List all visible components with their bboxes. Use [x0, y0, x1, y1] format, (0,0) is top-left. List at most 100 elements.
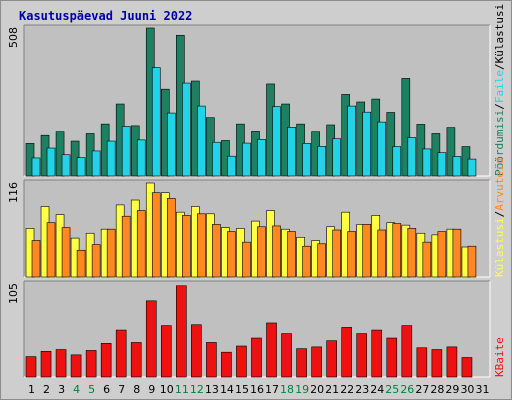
bar-faile-day-11 — [182, 82, 191, 177]
bar-arvuteid-day-4 — [76, 249, 86, 278]
x-tick-label: 1 — [28, 383, 35, 396]
bar-arvuteid-day-3 — [61, 227, 71, 278]
bar-kbaite-day-16 — [251, 337, 262, 378]
bar-kbaite-day-13 — [206, 342, 217, 378]
x-tick-label: 15 — [235, 383, 249, 396]
bar-faile-day-21 — [332, 138, 341, 177]
x-tick-label: 22 — [340, 383, 354, 396]
x-tick-label: 19 — [295, 383, 309, 396]
bar-arvuteid-day-5 — [91, 244, 101, 278]
bar-kbaite-day-9 — [145, 300, 157, 378]
bar-faile-day-8 — [136, 139, 146, 177]
legend-separator: / — [493, 211, 506, 218]
bar-arvuteid-day-12 — [197, 213, 206, 278]
x-tick-label: 14 — [220, 383, 234, 396]
bar-faile-day-22 — [347, 105, 356, 177]
x-tick-label: 30 — [460, 383, 474, 396]
bar-arvuteid-day-28 — [437, 231, 447, 278]
bar-faile-day-15 — [242, 142, 251, 177]
bar-kbaite-day-24 — [371, 329, 383, 378]
bar-pöördumisi-day-3 — [55, 131, 65, 177]
bar-arvuteid-day-22 — [347, 231, 356, 278]
bar-faile-day-4 — [76, 157, 86, 177]
x-tick-label: 3 — [58, 383, 65, 396]
bar-faile-day-23 — [362, 111, 372, 177]
bar-faile-day-20 — [317, 145, 326, 177]
x-tick-label: 21 — [325, 383, 339, 396]
bar-faile-day-24 — [377, 121, 387, 177]
bar-kbaite-day-14 — [221, 351, 232, 378]
bar-faile-day-7 — [121, 126, 131, 177]
x-tick-label: 27 — [415, 383, 429, 396]
x-tick-label: 6 — [103, 383, 110, 396]
bar-kbaite-day-19 — [296, 348, 307, 378]
bar-kbaite-day-12 — [191, 324, 202, 378]
panel-visits-ymax-label: 116 — [7, 182, 20, 203]
bar-kbaite-day-29 — [446, 346, 458, 378]
bar-faile-day-26 — [407, 137, 417, 177]
chart-title: Kasutuspäevad Juuni 2022 — [19, 9, 193, 23]
bar-kbaite-day-28 — [431, 349, 443, 378]
bar-kbaite-day-27 — [416, 347, 428, 378]
bar-arvuteid-day-27 — [422, 241, 432, 278]
bar-pöördumisi-day-26 — [401, 78, 411, 177]
panel-kbytes-ymax-label: 105 — [7, 283, 20, 304]
bar-kbaite-day-17 — [266, 322, 277, 378]
bar-kbaite-day-25 — [386, 337, 398, 378]
bar-arvuteid-day-29 — [452, 228, 462, 278]
x-tick-label: 4 — [73, 383, 80, 396]
x-tick-label: 9 — [148, 383, 155, 396]
panel-kbytes-legend: KBaite — [493, 337, 506, 377]
bar-faile-day-25 — [392, 146, 402, 177]
legend-separator: / — [493, 63, 506, 70]
panel-visits-legend: Külastusi/Arvuteid — [493, 158, 506, 277]
bar-faile-day-16 — [257, 138, 266, 177]
legend-kbaite: KBaite — [493, 337, 506, 377]
bar-arvuteid-day-14 — [227, 231, 236, 278]
bar-faile-day-17 — [272, 106, 281, 177]
bar-faile-day-6 — [106, 140, 116, 177]
bar-kbaite-day-4 — [70, 354, 82, 378]
bar-arvuteid-day-8 — [136, 210, 146, 278]
bar-kbaite-day-6 — [100, 343, 112, 378]
x-tick-label: 23 — [355, 383, 369, 396]
bar-kbaite-day-5 — [85, 350, 97, 378]
x-tick-label: 7 — [118, 383, 125, 396]
bar-faile-day-30 — [467, 158, 477, 177]
bar-arvuteid-day-18 — [287, 231, 296, 278]
bar-arvuteid-day-20 — [317, 243, 326, 278]
bar-faile-day-5 — [91, 150, 101, 177]
bar-kbaite-day-8 — [130, 342, 142, 378]
legend-arvuteid: Arvuteid — [493, 158, 506, 211]
bar-faile-day-27 — [422, 148, 432, 177]
bar-pöördumisi-day-29 — [446, 127, 456, 177]
bar-kbaite-day-11 — [176, 285, 187, 378]
x-tick-label: 10 — [160, 383, 174, 396]
bar-arvuteid-day-24 — [377, 229, 387, 278]
bar-faile-day-10 — [166, 112, 176, 177]
bar-arvuteid-day-21 — [332, 229, 341, 278]
x-tick-label: 2 — [43, 383, 50, 396]
bar-kbaite-day-30 — [461, 357, 473, 378]
bar-faile-day-18 — [287, 127, 296, 177]
bar-arvuteid-day-30 — [467, 245, 477, 278]
x-tick-label: 29 — [445, 383, 459, 396]
bar-faile-day-9 — [151, 67, 161, 177]
x-tick-label: 18 — [280, 383, 294, 396]
legend-faile: Faile — [493, 70, 506, 103]
legend-külastusi: Külastusi — [493, 217, 506, 277]
bar-faile-day-29 — [452, 156, 462, 177]
bar-arvuteid-day-1 — [31, 240, 41, 278]
x-tick-label: 17 — [265, 383, 279, 396]
bar-arvuteid-day-23 — [362, 224, 372, 278]
bar-faile-day-1 — [31, 157, 41, 177]
bar-kbaite-day-7 — [115, 329, 127, 378]
bar-kbaite-day-23 — [356, 333, 368, 378]
panel-hits-files-legend: Pöördumisi/Faile/Külastusi — [493, 4, 506, 176]
bar-kbaite-day-2 — [40, 351, 52, 378]
bar-kbaite-day-18 — [281, 333, 292, 378]
bar-arvuteid-day-26 — [407, 228, 417, 278]
x-tick-label: 28 — [430, 383, 444, 396]
bar-faile-day-19 — [302, 143, 311, 177]
